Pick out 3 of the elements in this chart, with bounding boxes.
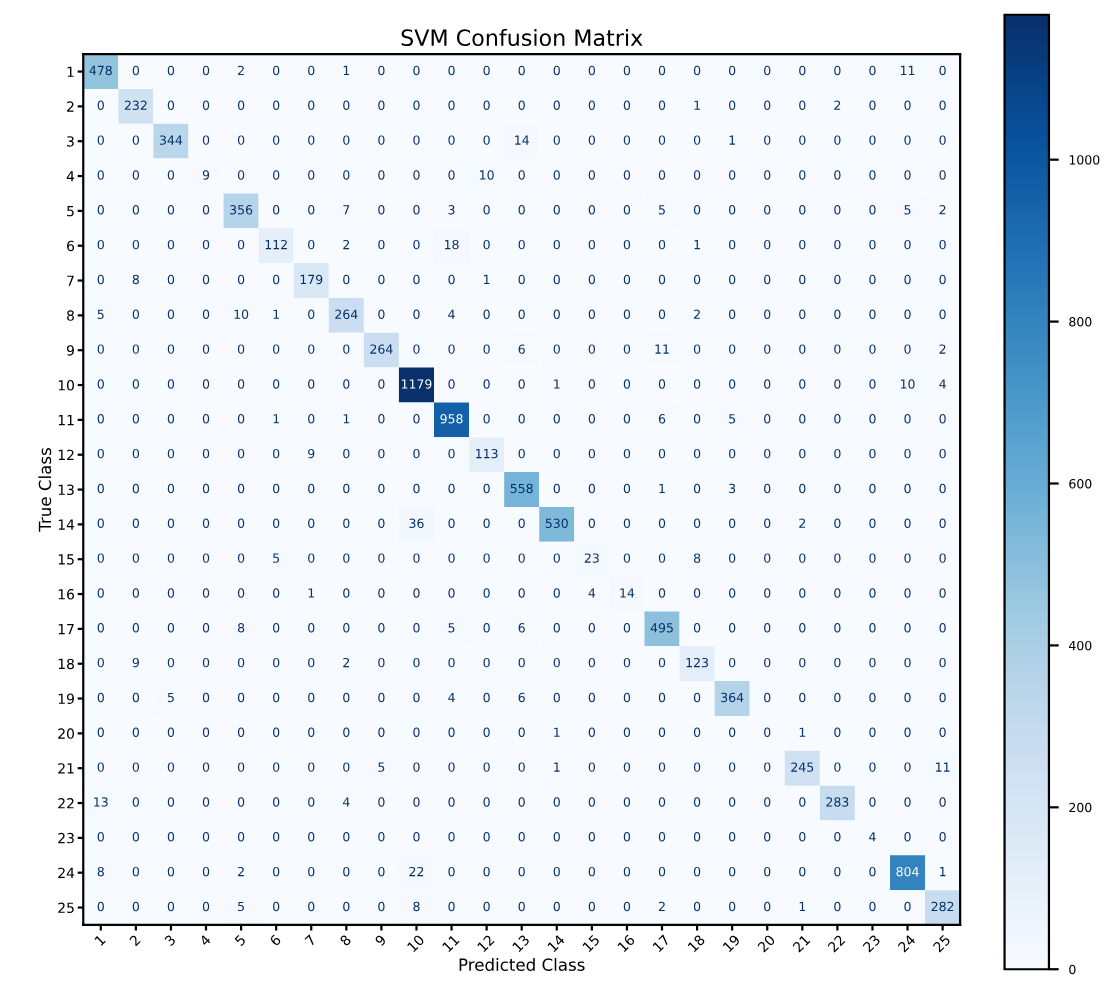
x-axis-title: Predicted Class <box>459 958 585 971</box>
chart-title: SVM Confusion Matrix <box>401 28 643 47</box>
y-axis-title: True Class <box>38 448 52 532</box>
